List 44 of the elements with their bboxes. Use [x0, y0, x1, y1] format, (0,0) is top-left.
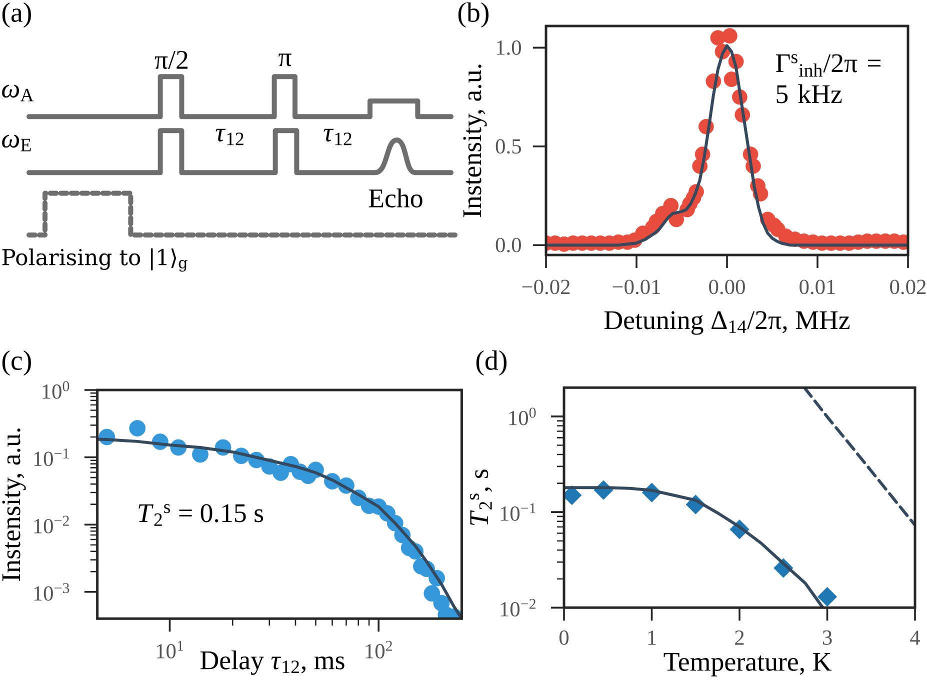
y-axis-title: Instensity, a.u.: [2, 428, 26, 581]
x-tick-label: 1: [648, 630, 656, 645]
x-tick-label: 10$^{2}$: [366, 640, 392, 658]
text: τ$_{12}$: [216, 128, 244, 146]
x-tick-label: −0.02: [522, 280, 570, 294]
chart-title: (d): [476, 350, 507, 376]
x-axis-title: Temperature, K: [664, 653, 832, 676]
y-tick-label: 10$^{−3}$: [34, 583, 70, 601]
annotation: T$_{2}$$^{s}$ = 0.15 s: [138, 504, 264, 526]
y-tick-label: 10$^{−1}$: [34, 448, 69, 466]
text: ω$_{E}$: [2, 134, 31, 152]
text: ω$_{A}$: [2, 84, 34, 102]
x-tick-label: 3: [822, 630, 832, 645]
y-tick-label: 0.5: [496, 139, 521, 154]
y-tick-label: 10$^{−2}$: [500, 598, 536, 616]
y-tick-label: 10$^{0}$: [42, 381, 70, 399]
x-tick-label: 4: [910, 630, 920, 645]
chart-title: (c): [2, 350, 31, 376]
point: [663, 198, 679, 214]
text: π/2: [154, 50, 188, 70]
line-series: [802, 388, 916, 527]
text: π: [278, 54, 292, 66]
y-tick-label: 0.0: [496, 238, 521, 252]
x-axis-title: Detuning Δ$_{14}$/2π, MHz: [604, 311, 850, 335]
y-tick-label: 10$^{−2}$: [34, 516, 69, 534]
x-axis-title: Delay τ$_{12}$, ms: [200, 650, 344, 675]
chart-title: (b): [458, 2, 489, 28]
x-tick-label: 0.01: [800, 280, 835, 294]
y-tick-label: 10$^{0}$: [509, 408, 536, 426]
y-axis-title: T$_{2}$$^{s}$, s: [470, 470, 492, 526]
text: Polarising to |1⟩$_{g}$: [2, 248, 188, 272]
y-tick-label: 10$^{−1}$: [500, 503, 536, 521]
x-tick-label: 0.02: [890, 280, 926, 294]
y-tick-label: 1.0: [496, 40, 521, 55]
x-tick-label: 0.00: [709, 280, 745, 294]
x-tick-label: 0: [559, 630, 569, 645]
text: Echo: [368, 188, 422, 208]
x-tick-label: −0.01: [612, 280, 660, 294]
annotation: Γ$^{s}$$_{inh}$/2π = 5 kHz: [776, 54, 880, 104]
text: (a): [2, 2, 31, 28]
x-tick-label: 10$^{1}$: [156, 640, 184, 658]
text: τ$_{12}$: [324, 128, 352, 146]
y-axis-title: Instensity, a.u.: [463, 64, 487, 218]
x-tick-label: 2: [735, 630, 744, 645]
